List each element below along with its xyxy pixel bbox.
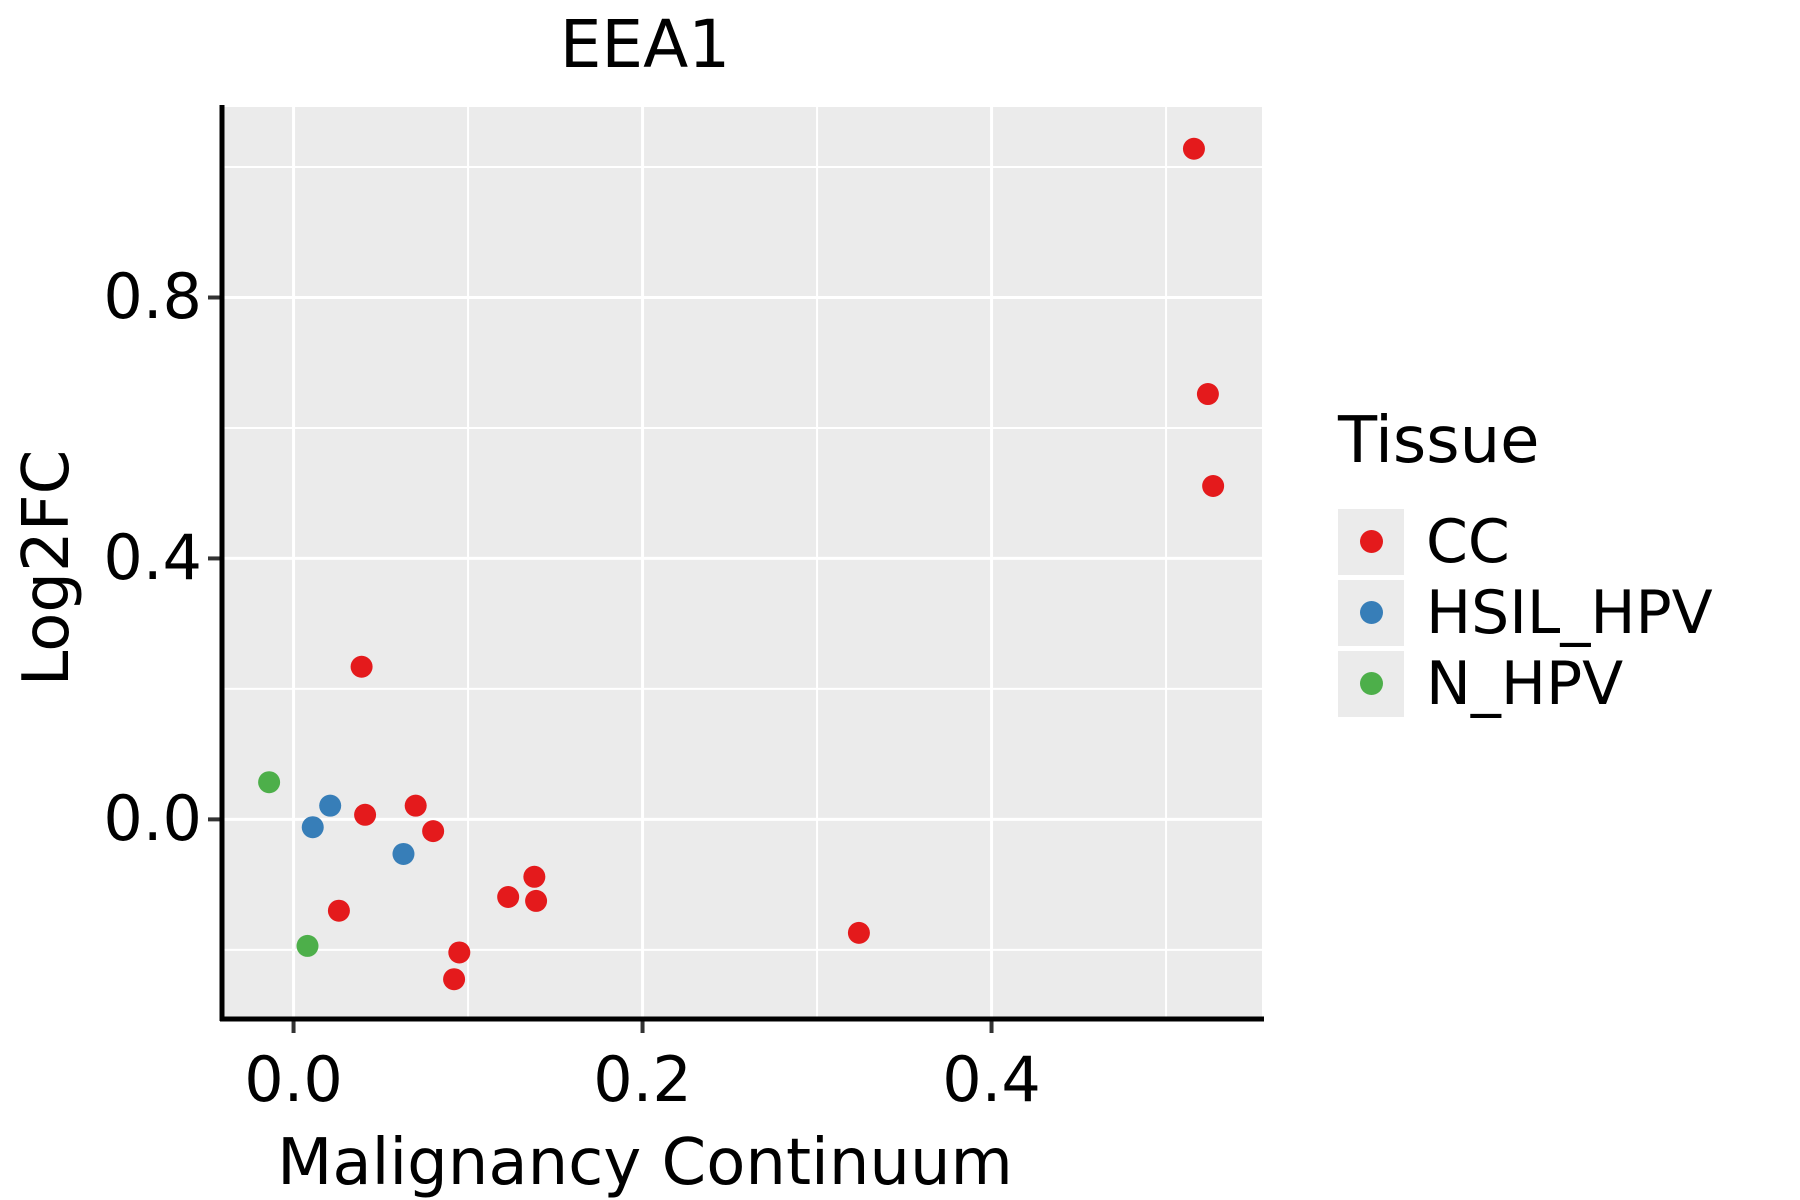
- legend-items: CC HSIL_HPV N_HPV: [1338, 506, 1713, 719]
- data-point-HSIL_HPV: [301, 816, 324, 839]
- y-tick-label: 0.4: [103, 521, 202, 595]
- data-point-CC: [497, 886, 520, 909]
- data-point-N_HPV: [296, 934, 319, 957]
- legend-item-CC: CC: [1338, 506, 1713, 577]
- data-point-CC: [1196, 383, 1219, 406]
- data-point-CC: [847, 921, 870, 944]
- x-axis-title: Malignancy Continuum: [277, 1126, 1013, 1200]
- data-point-CC: [354, 803, 377, 826]
- legend-title: Tissue: [1338, 404, 1540, 478]
- data-point-CC: [448, 941, 471, 964]
- legend-key: [1338, 508, 1404, 575]
- data-point-HSIL_HPV: [319, 794, 342, 817]
- x-tick-label: 0.2: [593, 1043, 692, 1116]
- data-point-CC: [350, 655, 373, 678]
- data-point-HSIL_HPV: [392, 842, 415, 865]
- legend-item-N_HPV: N_HPV: [1338, 648, 1713, 719]
- data-point-CC: [523, 865, 546, 888]
- legend-dot-icon: [1359, 601, 1383, 624]
- data-point-CC: [404, 794, 427, 817]
- panel-background: [222, 107, 1262, 1019]
- data-point-CC: [1202, 475, 1225, 498]
- data-point-CC: [1182, 137, 1205, 160]
- x-tick-label: 0.0: [244, 1043, 343, 1116]
- legend-label: N_HPV: [1426, 648, 1624, 719]
- y-tick-label: 0.8: [103, 260, 202, 334]
- legend-item-HSIL_HPV: HSIL_HPV: [1338, 577, 1713, 648]
- data-point-CC: [443, 968, 466, 991]
- legend-label: HSIL_HPV: [1426, 577, 1713, 648]
- legend: Tissue CC HSIL_HPV N_HPV: [1338, 404, 1713, 719]
- legend-key: [1338, 650, 1404, 717]
- plot-title: EEA1: [559, 6, 731, 83]
- data-point-N_HPV: [258, 771, 281, 794]
- legend-key: [1338, 579, 1404, 646]
- legend-label: CC: [1426, 506, 1510, 577]
- legend-dot-icon: [1359, 530, 1383, 553]
- data-point-CC: [422, 820, 445, 843]
- data-point-CC: [327, 899, 350, 922]
- data-point-CC: [525, 889, 548, 912]
- legend-dot-icon: [1359, 672, 1383, 695]
- x-tick-label: 0.4: [942, 1043, 1041, 1116]
- y-tick-label: 0.0: [103, 782, 202, 856]
